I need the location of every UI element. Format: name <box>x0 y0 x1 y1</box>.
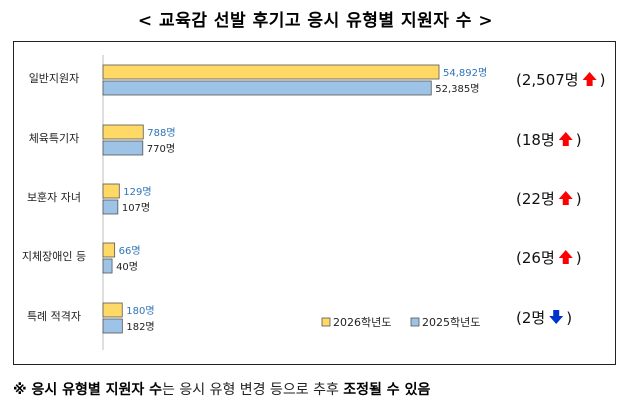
bar-2026 <box>102 183 120 199</box>
change-label: (26명 <box>516 249 555 267</box>
data-label: 52,385명 <box>435 83 479 95</box>
change-close-paren: ) <box>576 131 582 149</box>
arrow-up-icon <box>558 191 573 205</box>
data-label: 182명 <box>126 321 154 333</box>
arrow-down-icon <box>549 310 564 324</box>
note-bold-2: 조정될 수 있음 <box>343 382 431 398</box>
legend-swatch <box>410 317 420 327</box>
note-bold-1: 응시 유형별 지원자 수 <box>31 382 163 398</box>
chart-frame <box>13 41 616 365</box>
bar-2025 <box>102 199 119 215</box>
change-label: (22명 <box>516 190 555 208</box>
change-label: (2,507명 <box>516 71 579 89</box>
footnote: ※ 응시 유형별 지원자 수는 응시 유형 변경 등으로 추후 조정될 수 있음 <box>13 379 623 399</box>
bar-2025 <box>102 80 432 96</box>
category-label: 지체장애인 등 <box>22 250 86 263</box>
data-label: 54,892명 <box>443 67 487 79</box>
data-label: 180명 <box>126 305 154 317</box>
bar-2025 <box>102 258 113 274</box>
bar-2025 <box>102 140 144 156</box>
change-close-paren: ) <box>600 71 606 89</box>
category-label: 보훈자 자녀 <box>27 191 81 204</box>
data-label: 66명 <box>119 245 141 257</box>
bar-2026 <box>102 124 144 140</box>
data-label: 129명 <box>123 186 151 198</box>
bar-2026 <box>102 242 116 258</box>
data-label: 107명 <box>122 202 150 214</box>
note-prefix: ※ <box>13 382 32 398</box>
change-label: (2명 <box>516 309 545 327</box>
chart-title: < 교육감 선발 후기고 응시 유형별 지원자 수 > <box>137 11 494 31</box>
bar-2026 <box>102 64 440 80</box>
bar-2026 <box>102 302 123 318</box>
legend-label: 2026학년도 <box>333 316 391 329</box>
change-close-paren: ) <box>576 249 582 267</box>
arrow-up-icon <box>558 250 573 264</box>
data-label: 788명 <box>147 127 175 139</box>
category-label: 체육특기자 <box>29 132 80 145</box>
change-close-paren: ) <box>576 190 582 208</box>
arrow-up-icon <box>558 132 573 146</box>
legend-label: 2025학년도 <box>422 316 480 329</box>
arrow-up-icon <box>582 72 597 86</box>
legend-swatch <box>321 317 331 327</box>
category-label: 특례 적격자 <box>27 310 81 323</box>
data-label: 770명 <box>147 143 175 155</box>
data-label: 40명 <box>116 261 138 273</box>
change-close-paren: ) <box>566 309 572 327</box>
note-normal: 는 응시 유형 변경 등으로 추후 <box>162 382 344 398</box>
category-label: 일반지원자 <box>29 71 80 85</box>
bar-2025 <box>102 318 123 334</box>
change-label: (18명 <box>516 131 555 149</box>
